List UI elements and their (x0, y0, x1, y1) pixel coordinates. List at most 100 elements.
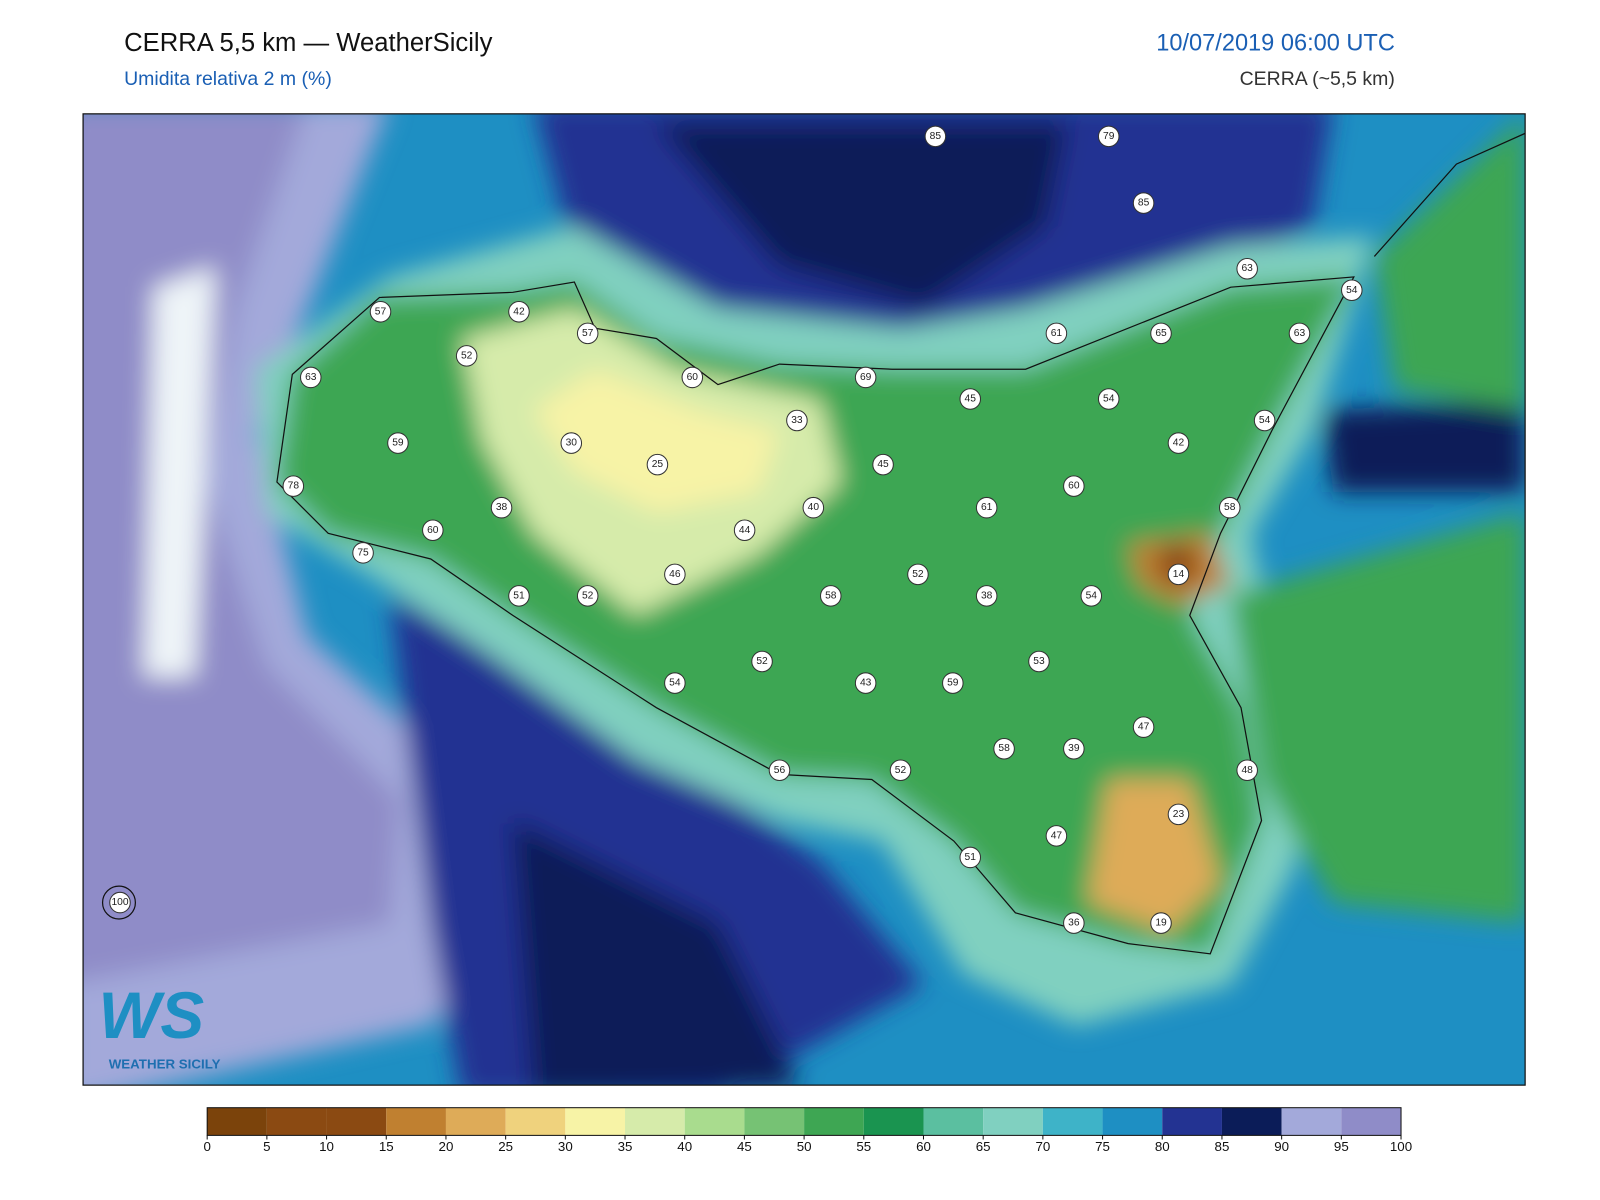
station-value: 60 (427, 525, 439, 536)
colorbar-tick-label: 20 (439, 1139, 454, 1154)
station: 57 (576, 322, 599, 345)
station-value: 59 (947, 678, 959, 689)
station-marker (560, 432, 583, 454)
station-marker (942, 672, 964, 694)
station-marker (768, 759, 791, 782)
station: 19 (1150, 912, 1172, 934)
station: 52 (889, 759, 912, 782)
station-marker (1063, 475, 1085, 497)
station: 52 (455, 345, 478, 367)
station-value: 63 (1241, 263, 1253, 274)
station-marker (387, 432, 409, 454)
station-marker (1167, 432, 1190, 454)
station: 52 (751, 650, 773, 673)
station-marker (1167, 563, 1190, 586)
colorbar-bin (863, 1107, 924, 1136)
logo-text: WEATHER SICILY (109, 1057, 221, 1072)
station-value: 75 (357, 547, 369, 558)
colorbar-tick-label: 25 (498, 1139, 513, 1154)
colorbar-tick-label: 15 (379, 1139, 394, 1154)
title: CERRA 5,5 km — WeatherSicily (124, 29, 493, 57)
colorbar-bin (207, 1107, 267, 1136)
logo: WS WEATHER SICILY (98, 979, 220, 1072)
colorbar-tick-label: 85 (1215, 1139, 1230, 1154)
colorbar-bin (1042, 1107, 1103, 1136)
station: 47 (1045, 825, 1068, 847)
station-marker (1236, 257, 1258, 280)
station-marker (646, 453, 669, 476)
station-marker (1150, 322, 1172, 345)
station: 46 (664, 563, 686, 586)
colorbar-bin (445, 1107, 506, 1136)
station-value: 47 (1138, 722, 1150, 733)
datetime: 10/07/2019 06:00 UTC (1156, 29, 1395, 55)
colorbar-tick-label: 60 (916, 1139, 931, 1154)
station-value: 33 (791, 415, 803, 426)
humidity-field (83, 113, 1526, 1086)
station: 54 (664, 672, 686, 694)
station: 39 (1063, 737, 1085, 760)
station-value: 42 (513, 306, 525, 317)
station-value: 59 (392, 438, 404, 449)
station-value: 43 (860, 678, 872, 689)
station-marker (802, 496, 825, 519)
station: 43 (854, 672, 877, 694)
station-marker (1132, 192, 1155, 214)
station: 57 (369, 301, 392, 323)
station: 100 (109, 891, 131, 914)
station: 23 (1167, 803, 1190, 826)
station-value: 58 (825, 590, 837, 601)
station-value: 78 (288, 481, 300, 492)
colorbar-tick-label: 75 (1095, 1139, 1110, 1154)
colorbar-bin (625, 1107, 685, 1136)
station-marker (109, 891, 131, 914)
station-marker (299, 366, 322, 389)
colorbar-tick-label: 55 (856, 1139, 871, 1154)
station-marker (1080, 585, 1103, 607)
colorbar-tick-label: 90 (1274, 1139, 1289, 1154)
station: 85 (924, 125, 947, 148)
station: 44 (733, 519, 756, 542)
station-marker (1218, 496, 1241, 519)
station-marker (1288, 322, 1311, 345)
station-marker (1097, 125, 1120, 148)
colorbar-bin (326, 1107, 387, 1136)
station-value: 52 (912, 569, 924, 580)
colorbar-bin (505, 1107, 566, 1136)
station-value: 79 (1103, 131, 1115, 142)
colorbar-tick-label: 70 (1035, 1139, 1050, 1154)
station-marker (352, 542, 374, 564)
station-value: 52 (582, 590, 594, 601)
station: 45 (959, 388, 982, 410)
station: 47 (1132, 716, 1155, 738)
station: 14 (1167, 563, 1190, 586)
station-value: 54 (1259, 415, 1271, 426)
colorbar-bin (923, 1107, 984, 1136)
station-value: 52 (895, 765, 907, 776)
station-marker (820, 585, 842, 607)
station: 54 (1253, 409, 1276, 432)
station-value: 23 (1173, 809, 1185, 820)
station-value: 19 (1155, 918, 1167, 929)
station-marker (422, 519, 444, 542)
station: 33 (786, 409, 808, 432)
station-value: 39 (1068, 743, 1080, 754)
station-value: 100 (111, 897, 128, 908)
station: 38 (975, 585, 998, 607)
station-value: 85 (930, 131, 942, 142)
colorbar-tick-label: 5 (263, 1139, 270, 1154)
station-marker (889, 759, 912, 782)
station-value: 57 (582, 328, 594, 339)
station: 69 (854, 366, 877, 389)
station: 61 (975, 496, 998, 519)
station-marker (508, 301, 530, 323)
station-marker (786, 409, 808, 432)
station-value: 51 (965, 852, 977, 863)
station-value: 60 (1068, 481, 1080, 492)
station-marker (1341, 279, 1363, 302)
station-value: 63 (305, 372, 317, 383)
station-marker (576, 585, 599, 607)
colorbar-tick-label: 65 (976, 1139, 991, 1154)
logo-mark: WS (98, 979, 204, 1052)
station: 59 (942, 672, 964, 694)
